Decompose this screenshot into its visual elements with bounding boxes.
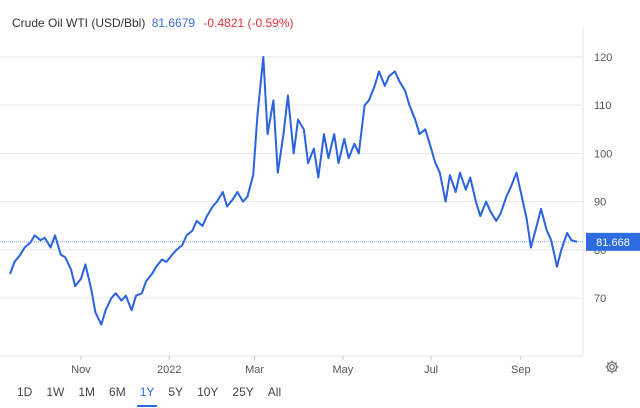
y-tick-label: 70 <box>594 293 606 305</box>
range-selector: 1D 1W 1M 6M 1Y 5Y 10Y 25Y All <box>10 384 288 407</box>
range-button-1d[interactable]: 1D <box>17 385 33 399</box>
x-tick-label: May <box>332 364 353 376</box>
price-change: -0.4821 (-0.59%) <box>203 16 294 30</box>
y-tick-label: 120 <box>594 52 612 64</box>
x-tick-label: Mar <box>245 364 264 376</box>
range-button-6m[interactable]: 6M <box>109 385 126 399</box>
chart-header: Crude Oil WTI (USD/Bbl) 81.6679 -0.4821 … <box>12 16 293 30</box>
range-button-1m[interactable]: 1M <box>78 385 96 399</box>
chart-grid <box>0 28 584 357</box>
range-button-25y[interactable]: 25Y <box>232 385 254 399</box>
instrument-title: Crude Oil WTI (USD/Bbl) <box>12 16 146 30</box>
range-button-1w[interactable]: 1W <box>46 385 65 399</box>
x-tick-label: 2022 <box>157 364 181 376</box>
price-line <box>9 55 578 326</box>
range-button-all[interactable]: All <box>267 385 282 399</box>
x-tick-label: Jul <box>424 364 438 376</box>
last-value-marker: 81.668 <box>586 232 640 251</box>
last-value-label: 81.668 <box>596 237 630 249</box>
gear-icon <box>605 360 619 374</box>
y-tick-label: 90 <box>594 197 606 209</box>
settings-button[interactable] <box>604 359 620 375</box>
y-tick-label: 100 <box>594 148 612 160</box>
y-tick-label: 110 <box>594 100 612 112</box>
range-button-1y[interactable]: 1Y <box>133 384 162 407</box>
x-tick-label: Nov <box>71 364 91 376</box>
current-price: 81.6679 <box>151 16 196 30</box>
x-tick-label: Sep <box>511 364 531 376</box>
x-axis-labels: Nov 2022 Mar May Jul Sep <box>71 356 531 376</box>
range-button-5y[interactable]: 5Y <box>168 385 184 399</box>
chart-series <box>9 55 578 326</box>
last-value-badge <box>586 232 640 251</box>
range-button-10y[interactable]: 10Y <box>197 385 219 399</box>
